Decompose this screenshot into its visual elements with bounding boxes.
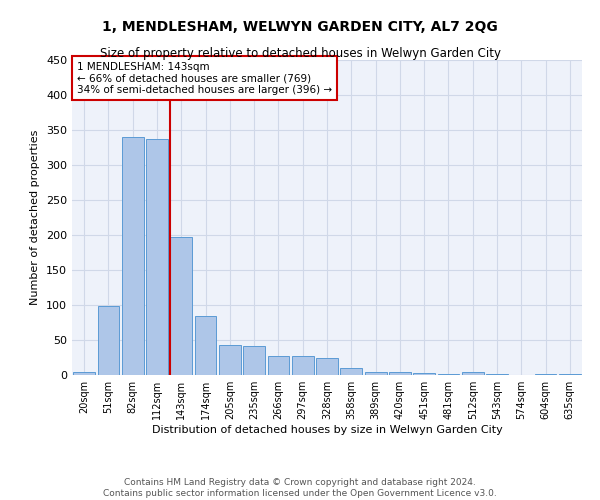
Bar [170, 237, 192, 375]
Text: 1 MENDLESHAM: 143sqm
← 66% of detached houses are smaller (769)
34% of semi-deta: 1 MENDLESHAM: 143sqm ← 66% of detached h… [77, 62, 332, 95]
Bar [73, 372, 95, 375]
Bar [122, 137, 143, 375]
Bar [535, 374, 556, 375]
Bar [365, 372, 386, 375]
Bar [389, 372, 411, 375]
Bar [219, 345, 241, 375]
Bar [243, 346, 265, 375]
Bar [146, 139, 168, 375]
Bar [559, 374, 581, 375]
Bar [437, 374, 460, 375]
Bar [413, 373, 435, 375]
Bar [486, 374, 508, 375]
Bar [292, 356, 314, 375]
Text: Contains HM Land Registry data © Crown copyright and database right 2024.
Contai: Contains HM Land Registry data © Crown c… [103, 478, 497, 498]
X-axis label: Distribution of detached houses by size in Welwyn Garden City: Distribution of detached houses by size … [152, 425, 502, 435]
Bar [340, 368, 362, 375]
Text: 1, MENDLESHAM, WELWYN GARDEN CITY, AL7 2QG: 1, MENDLESHAM, WELWYN GARDEN CITY, AL7 2… [102, 20, 498, 34]
Bar [97, 306, 119, 375]
Bar [268, 356, 289, 375]
Bar [194, 316, 217, 375]
Text: Size of property relative to detached houses in Welwyn Garden City: Size of property relative to detached ho… [100, 48, 500, 60]
Y-axis label: Number of detached properties: Number of detached properties [31, 130, 40, 305]
Bar [316, 358, 338, 375]
Bar [462, 372, 484, 375]
